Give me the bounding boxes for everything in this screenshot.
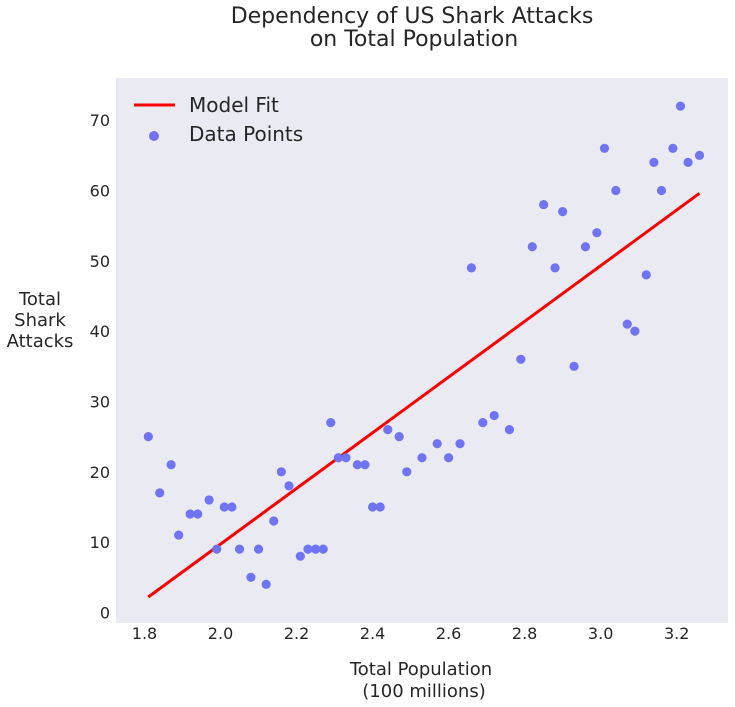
data-point xyxy=(675,101,686,111)
data-point xyxy=(155,488,165,498)
x-tick-label: 1.8 xyxy=(132,624,157,643)
x-axis-label-line-2: (100 millions) xyxy=(362,681,485,702)
data-point xyxy=(656,185,667,196)
data-point xyxy=(432,439,442,449)
data-point xyxy=(310,544,321,554)
data-point xyxy=(284,481,294,491)
data-point xyxy=(253,544,264,554)
data-point xyxy=(341,453,351,463)
data-point xyxy=(383,425,393,435)
x-tick-label: 2.4 xyxy=(360,624,385,643)
series-layer xyxy=(143,101,705,599)
y-axis-label-line-2: Shark xyxy=(14,310,66,331)
data-point xyxy=(227,502,237,512)
y-tick-label: 30 xyxy=(90,392,110,411)
data-point xyxy=(193,509,203,519)
data-point xyxy=(295,551,305,561)
data-point xyxy=(478,417,488,428)
data-point xyxy=(599,143,610,153)
data-point xyxy=(668,143,678,153)
x-tick-label: 2.2 xyxy=(284,624,309,643)
data-point xyxy=(527,242,537,252)
legend-model-fit-label: Model Fit xyxy=(189,93,279,117)
data-point xyxy=(394,432,404,442)
data-point xyxy=(539,199,549,210)
data-point xyxy=(580,242,591,252)
data-point xyxy=(269,516,279,526)
data-point xyxy=(683,157,693,167)
data-point xyxy=(622,319,632,329)
data-point xyxy=(630,326,640,336)
data-point xyxy=(204,495,214,505)
y-axis-label-line-3: Attacks xyxy=(7,331,74,352)
data-point xyxy=(455,439,465,449)
data-point xyxy=(246,572,256,582)
chart-title-line-1: Dependency of US Shark Attacks xyxy=(231,4,594,29)
y-tick-label: 60 xyxy=(90,182,110,201)
data-point xyxy=(516,354,526,364)
data-point xyxy=(360,460,370,470)
data-point xyxy=(367,502,378,512)
legend-data-points-label: Data Points xyxy=(189,122,303,146)
data-point xyxy=(611,185,621,196)
x-tick-label: 3.0 xyxy=(588,624,613,643)
data-point xyxy=(504,425,515,435)
data-point xyxy=(489,410,499,421)
model-fit-line xyxy=(147,192,701,599)
data-point xyxy=(352,460,362,470)
data-point xyxy=(318,544,328,554)
data-point xyxy=(212,544,222,554)
data-point xyxy=(375,502,385,512)
data-point xyxy=(402,467,412,477)
y-tick-label: 50 xyxy=(90,252,110,271)
data-point xyxy=(261,579,271,589)
y-tick-label: 40 xyxy=(90,322,110,341)
data-point xyxy=(569,361,579,371)
data-point xyxy=(276,467,286,477)
data-point xyxy=(694,150,705,160)
data-point xyxy=(174,530,184,540)
data-point xyxy=(592,228,602,238)
data-point xyxy=(185,509,195,519)
y-axis-label-line-1: Total xyxy=(18,289,61,310)
y-tick-label: 10 xyxy=(90,533,110,552)
data-point xyxy=(466,263,477,273)
y-tick-label: 20 xyxy=(90,463,110,482)
x-tick-label: 2.6 xyxy=(436,624,461,643)
plot-area xyxy=(116,78,728,623)
data-point xyxy=(303,544,313,554)
legend: Model Fit Data Points xyxy=(134,93,303,146)
data-point xyxy=(558,207,568,217)
y-axis-ticks: 0 10 20 30 40 50 60 70 xyxy=(90,111,110,622)
data-point xyxy=(550,263,560,273)
chart-title-line-2: on Total Population xyxy=(310,27,518,52)
data-point xyxy=(333,453,343,463)
x-tick-label: 2.0 xyxy=(208,624,233,643)
data-point xyxy=(417,453,427,463)
data-point xyxy=(641,270,651,280)
data-point xyxy=(234,544,245,554)
data-point xyxy=(143,432,153,442)
x-axis-label-line-1: Total Population xyxy=(349,659,492,680)
y-tick-label: 70 xyxy=(90,111,110,130)
data-point xyxy=(219,502,229,512)
legend-data-points-swatch xyxy=(149,131,159,141)
data-point xyxy=(649,157,659,167)
data-point xyxy=(166,460,176,470)
x-tick-label: 2.8 xyxy=(512,624,537,643)
x-tick-label: 3.2 xyxy=(664,624,689,643)
x-axis-ticks: 1.8 2.0 2.2 2.4 2.6 2.8 3.0 3.2 xyxy=(132,624,690,643)
data-point xyxy=(326,417,336,428)
data-point xyxy=(444,453,454,463)
y-tick-label: 0 xyxy=(100,603,110,622)
